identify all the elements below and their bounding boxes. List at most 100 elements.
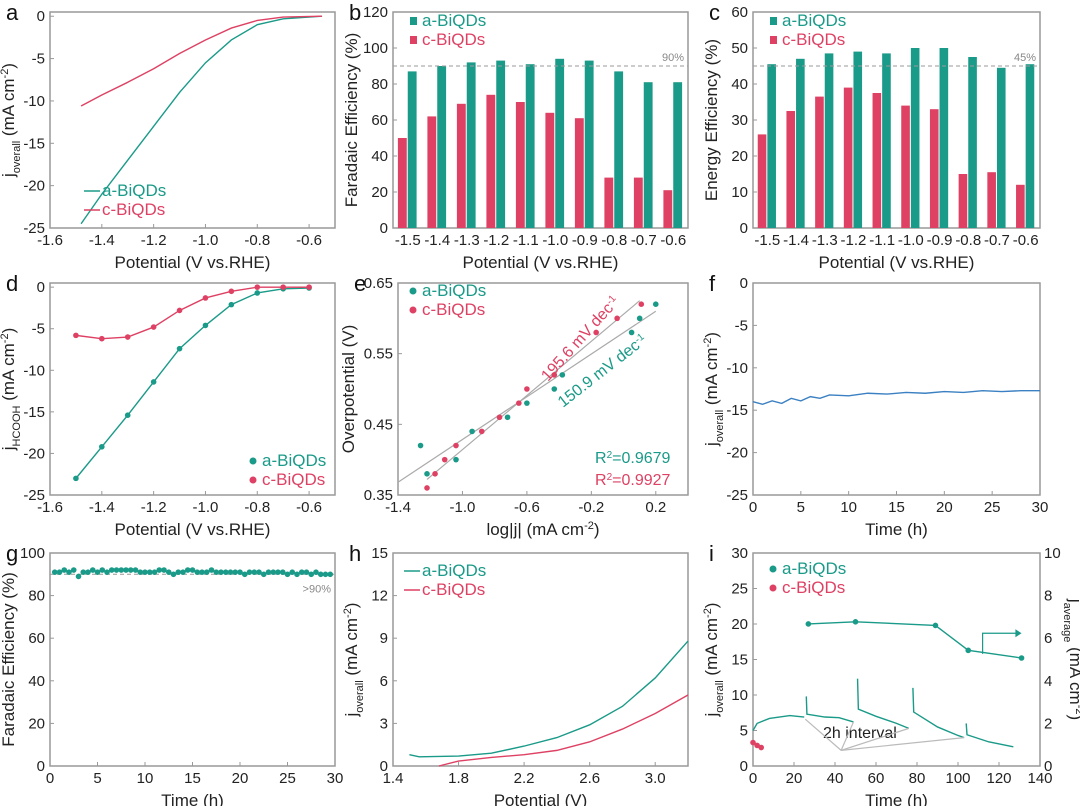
label-segment: log|	[486, 520, 513, 539]
bar-a-BiQDs	[555, 58, 565, 228]
legend-item: a-BiQDs	[770, 11, 846, 30]
data-point	[254, 284, 261, 290]
right-axis-arrow-icon	[981, 632, 1018, 654]
y-tick-label: -20	[23, 445, 45, 462]
y-tick-label: 0	[37, 758, 45, 775]
legend-label: c-BiQDs	[102, 200, 165, 219]
y-tick-label: 60	[731, 4, 748, 21]
legend-item: c-BiQDs	[404, 580, 485, 599]
bar-c-BiQDs	[397, 138, 407, 228]
plot-frame	[752, 282, 1041, 496]
data-point	[1018, 655, 1025, 661]
y-tick-label: 6	[380, 673, 388, 690]
data-point	[313, 569, 319, 575]
series-line	[912, 687, 965, 739]
series-line	[808, 621, 1022, 659]
data-point	[254, 290, 261, 296]
y-tick-label: 0.35	[364, 487, 393, 504]
x-tick-label: -0.9	[927, 232, 953, 249]
legend-item: a-BiQDs	[404, 561, 486, 580]
legend-label: c-BiQDs	[782, 578, 845, 597]
x-tick-label: 100	[945, 770, 970, 787]
x-tick-label: -0.7	[631, 232, 657, 249]
data-point	[151, 569, 158, 575]
y-right-tick-label: 10	[1044, 545, 1061, 562]
legend-label: a-BiQDs	[102, 181, 166, 200]
data-point	[424, 471, 430, 477]
y-tick-label: -25	[23, 220, 45, 237]
x-tick-label: -1.4	[424, 232, 450, 249]
label-segment: j	[1066, 598, 1080, 603]
label-segment: (mA cm	[1066, 642, 1080, 704]
data-point	[322, 571, 329, 578]
label-segment: Potential (V vs.RHE)	[819, 253, 975, 272]
bar-a-BiQDs	[910, 48, 920, 228]
interval-pointer	[840, 721, 855, 751]
data-point	[478, 428, 485, 435]
label-segment: average	[1061, 603, 1073, 643]
y-tick-label: 12	[371, 588, 388, 605]
label-segment: Potential (V vs.RHE)	[115, 520, 271, 539]
fit-line	[426, 300, 641, 480]
x-tick-label: -0.8	[955, 232, 981, 249]
plot-frame	[49, 11, 336, 229]
y-tick-label: 0.55	[364, 346, 393, 363]
panel-letter: h	[349, 541, 361, 566]
data-point	[308, 571, 315, 578]
x-tick-label: -1.4	[89, 499, 115, 516]
y-axis-title: joverall (mA cm-2)	[0, 63, 23, 178]
panel-letter: g	[6, 541, 18, 566]
legend-swatch	[249, 457, 257, 465]
x-tick-label: -1.4	[89, 232, 115, 249]
data-point	[652, 301, 659, 308]
data-point	[559, 372, 566, 378]
x-tick-label: -0.8	[601, 232, 627, 249]
data-point	[202, 322, 209, 329]
bar-a-BiQDs	[584, 60, 594, 228]
bar-c-BiQDs	[456, 103, 466, 228]
interval-pointer	[840, 727, 909, 751]
label-segment: -2	[702, 338, 714, 348]
x-tick-label: -1.4	[385, 499, 411, 516]
panel-letter: c	[709, 0, 720, 25]
y-tick-label: 40	[28, 673, 45, 690]
y-tick-label: 20	[371, 184, 388, 201]
series-line	[438, 694, 689, 767]
data-point	[496, 414, 503, 421]
x-tick-label: -1.0	[193, 499, 219, 516]
label-segment: HCOOH	[11, 405, 23, 446]
series-line	[752, 389, 1040, 405]
data-point	[228, 301, 235, 308]
x-tick-label: 0.2	[645, 499, 666, 516]
y-axis-title: joverall (mA cm-2)	[702, 332, 726, 447]
data-point	[932, 622, 939, 629]
bar-a-BiQDs	[767, 64, 776, 228]
bar-a-BiQDs	[824, 53, 834, 229]
y-tick-label: 10	[731, 687, 748, 704]
data-point	[593, 329, 599, 336]
x-tick-label: 0	[749, 770, 757, 787]
series-line	[409, 640, 689, 758]
label-segment: )	[702, 603, 721, 609]
data-point	[636, 315, 643, 322]
y-tick-label: 60	[371, 112, 388, 129]
annotation: 2h interval	[823, 725, 897, 742]
label-segment: j	[702, 442, 721, 447]
bar-c-BiQDs	[545, 112, 555, 228]
panel-letter: i	[709, 541, 714, 566]
legend-item: c-BiQDs	[770, 30, 845, 49]
x-tick-label: -1.2	[483, 232, 509, 249]
data-point	[66, 569, 72, 575]
data-point	[165, 569, 172, 575]
series-line	[856, 678, 910, 730]
bar-a-BiQDs	[796, 58, 805, 228]
label-segment: )	[342, 603, 361, 609]
series-line	[75, 286, 310, 340]
data-point	[61, 567, 68, 573]
label-segment: )	[594, 520, 600, 539]
reference-label: 90%	[662, 52, 684, 64]
bar-c-BiQDs	[987, 172, 996, 228]
data-point	[432, 471, 438, 477]
x-tick-label: 2.2	[514, 770, 535, 787]
